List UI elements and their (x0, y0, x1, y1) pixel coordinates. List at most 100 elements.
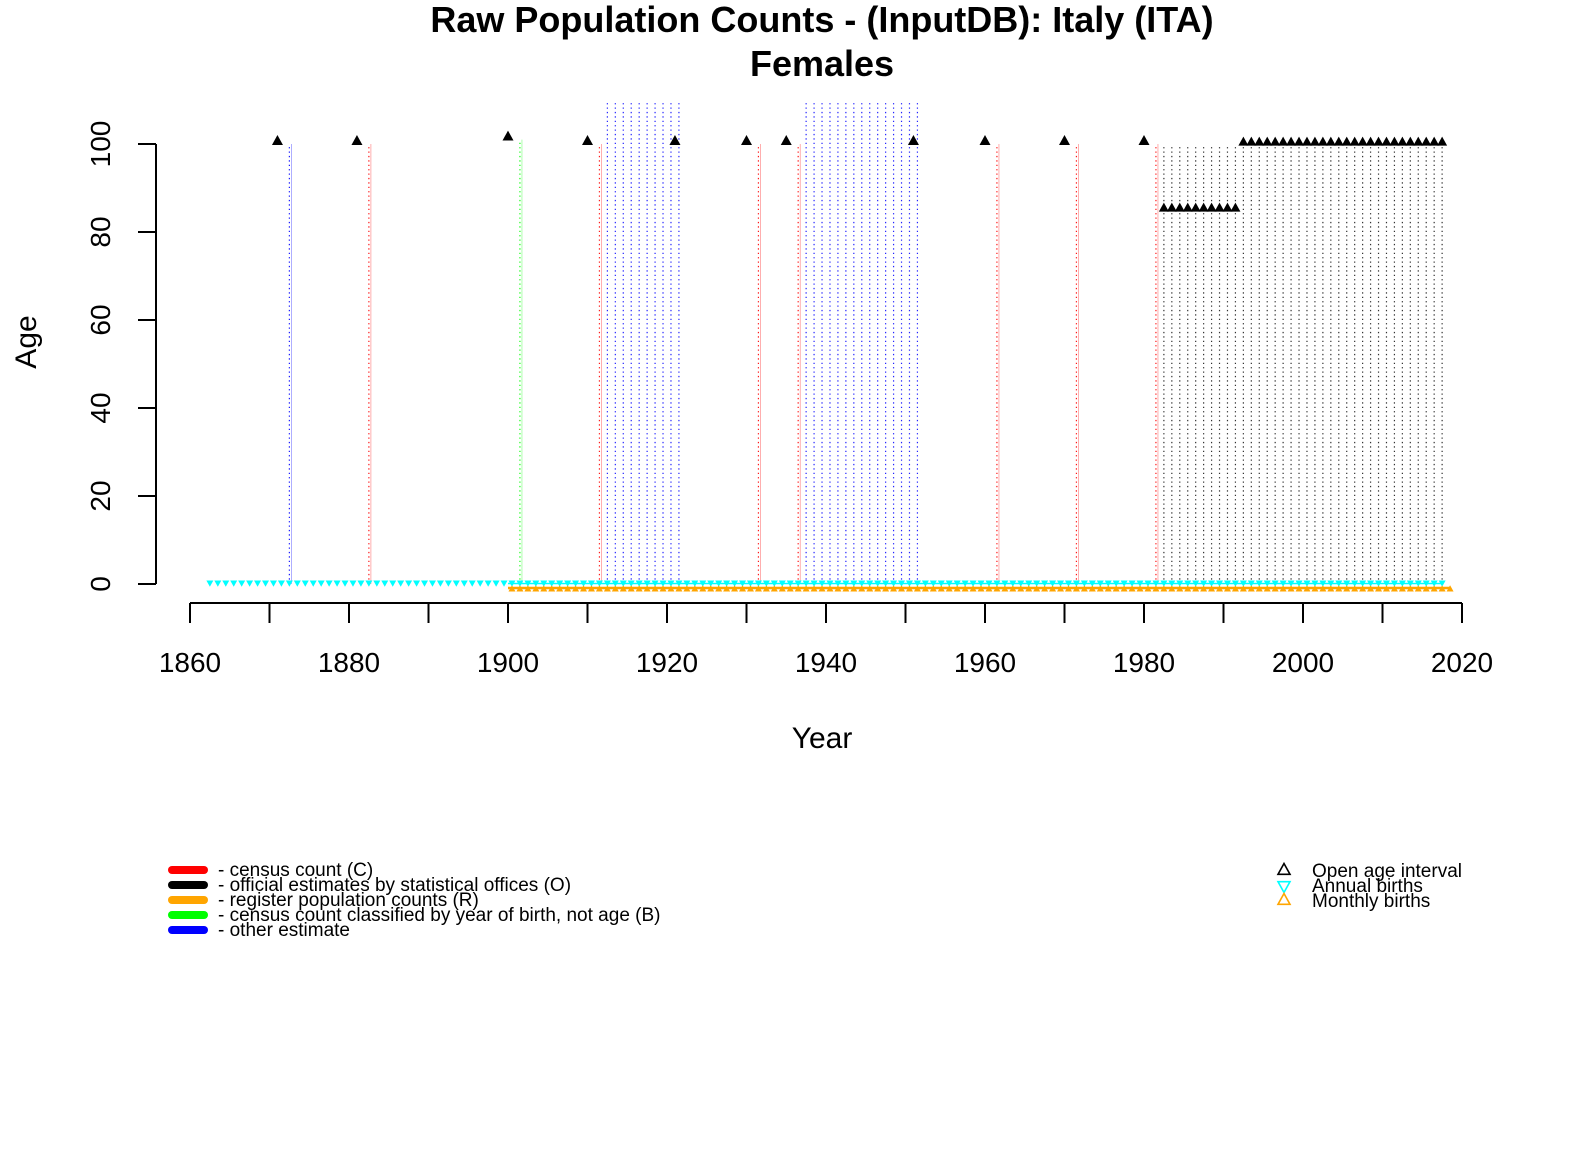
annual-birth-marker (285, 580, 293, 587)
x-axis-label: Year (792, 722, 853, 755)
open-age-marker (1158, 202, 1169, 212)
annual-birth-marker (214, 580, 222, 587)
annual-birth-marker (492, 580, 500, 587)
x-tick-label: 1920 (636, 647, 698, 678)
annual-birth-marker (452, 580, 460, 587)
annual-birth-marker (262, 580, 270, 587)
annual-birth-marker (397, 580, 405, 587)
open-age-marker (907, 135, 919, 145)
open-age-marker (351, 135, 363, 145)
annual-birth-marker (373, 580, 381, 587)
open-age-marker (1341, 136, 1352, 146)
annual-birth-marker (460, 580, 468, 587)
annual-birth-marker (365, 580, 373, 587)
chart-subtitle: Females (750, 43, 894, 84)
open-age-marker (1357, 136, 1368, 146)
y-tick-label: 0 (85, 576, 116, 592)
legend-label: - other estimate (218, 920, 350, 941)
annual-birth-marker (428, 580, 436, 587)
annual-birth-marker (325, 580, 333, 587)
annual-birth-marker (444, 580, 452, 587)
annual-birth-marker (476, 580, 484, 587)
annual-birth-marker (421, 580, 429, 587)
legend-label: - census count (C) (218, 860, 373, 881)
open-age-marker (1333, 136, 1344, 146)
x-tick-label: 1860 (159, 647, 221, 678)
legend-marker (1276, 861, 1292, 876)
x-tick-label: 2020 (1431, 647, 1493, 678)
annual-birth-marker (206, 580, 214, 587)
y-tick-label: 80 (85, 216, 116, 247)
annual-birth-marker (405, 580, 413, 587)
open-age-marker (1325, 136, 1336, 146)
annual-birth-marker (317, 580, 325, 587)
open-age-marker (1405, 136, 1416, 146)
open-age-marker (1397, 136, 1408, 146)
annual-birth-marker (381, 580, 389, 587)
annual-birth-marker (254, 580, 262, 587)
y-tick-label: 60 (85, 304, 116, 335)
open-age-marker (1349, 136, 1360, 146)
open-age-marker (1182, 202, 1193, 212)
open-age-marker (1294, 136, 1305, 146)
legend-label: - census count classified by year of bir… (218, 905, 661, 926)
open-age-marker (979, 135, 991, 145)
annual-birth-marker (301, 580, 309, 587)
annual-birth-marker (468, 580, 476, 587)
y-axis-label: Age (10, 315, 43, 368)
open-age-marker (1206, 202, 1217, 212)
annual-birth-marker (413, 580, 421, 587)
annual-birth-marker (333, 580, 341, 587)
plot-area (206, 100, 1454, 592)
annual-birth-marker (341, 580, 349, 587)
legend-label: - official estimates by statistical offi… (218, 875, 571, 896)
open-age-marker (1238, 136, 1249, 146)
open-age-marker (582, 135, 593, 145)
open-age-marker (1262, 136, 1273, 146)
open-age-marker (1437, 136, 1448, 146)
open-age-marker (1138, 135, 1150, 145)
open-age-marker (1365, 136, 1376, 146)
legend-marker (1276, 891, 1292, 906)
open-age-marker (1214, 202, 1225, 212)
chart-title: Raw Population Counts - (InputDB): Italy… (430, 0, 1213, 40)
x-tick-label: 2000 (1272, 647, 1334, 678)
annual-birth-marker (500, 580, 508, 587)
axes: 1860 1880 1900 1920 1940 1960 1980 2000 2020 0 20 4… (85, 121, 1493, 678)
open-age-marker (741, 135, 752, 145)
y-tick-label: 40 (85, 392, 116, 423)
legend-marker-label: Annual births (1312, 876, 1423, 897)
open-age-marker (1421, 136, 1432, 146)
annual-birth-marker (277, 580, 285, 587)
x-tick-label: 1960 (954, 647, 1016, 678)
annual-birth-marker (246, 580, 254, 587)
annual-birth-marker (309, 580, 317, 587)
annual-birth-marker (222, 580, 230, 587)
open-age-marker (669, 135, 681, 145)
open-age-marker (1222, 202, 1233, 212)
annual-birth-marker (269, 580, 277, 587)
annual-birth-marker (238, 580, 246, 587)
open-age-marker (1230, 202, 1241, 212)
legend-marker-label: Monthly births (1312, 891, 1430, 912)
annual-birth-marker (357, 580, 365, 587)
open-age-marker (1301, 136, 1312, 146)
open-age-marker (1246, 136, 1257, 146)
legend-marker (1276, 880, 1292, 895)
annual-birth-marker (230, 580, 238, 587)
open-age-marker (502, 130, 514, 141)
legend: - census count (C)- official estimates b… (168, 860, 1462, 941)
open-age-marker (1286, 136, 1297, 146)
open-age-marker (1174, 202, 1185, 212)
legend-marker-label: Open age interval (1312, 861, 1462, 882)
x-tick-label: 1940 (795, 647, 857, 678)
open-age-marker (1389, 136, 1400, 146)
open-age-marker (1429, 136, 1440, 146)
open-age-marker (1381, 136, 1392, 146)
open-age-marker (1373, 136, 1384, 146)
annual-birth-marker (484, 580, 492, 587)
annual-birth-marker (349, 580, 357, 587)
open-age-marker (1198, 202, 1209, 212)
x-tick-label: 1880 (318, 647, 380, 678)
